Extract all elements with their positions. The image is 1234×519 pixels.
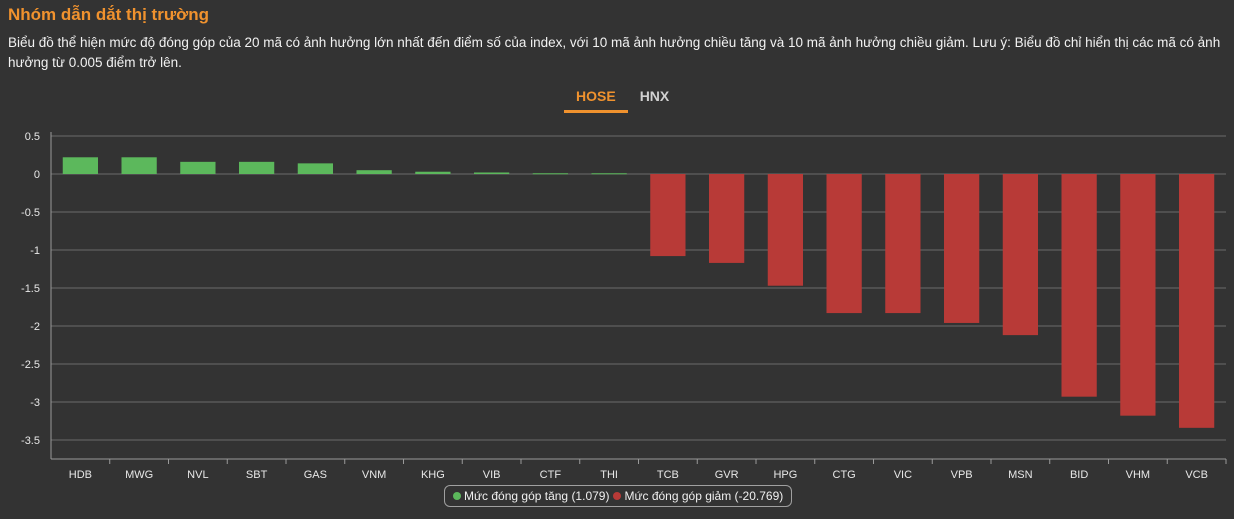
bar-hpg: [767, 174, 803, 286]
bar-chart: 0.5 0 -0.5 -1 -1.5 -2 -2.5 -3 -3.5 HDB MWG NVL SBT GA…: [21, 131, 1227, 480]
y-tick-label: -0.5: [21, 207, 40, 219]
tab-hose[interactable]: HOSE: [564, 84, 628, 113]
x-tick-label: NVL: [187, 469, 208, 480]
bar-ctg: [826, 174, 862, 314]
x-tick-label: MSN: [1008, 469, 1033, 480]
bar-tcb: [650, 174, 686, 257]
y-tick-label: -3.5: [21, 435, 40, 447]
x-tick-label: GVR: [715, 469, 739, 480]
x-tick-label: GAS: [304, 469, 327, 480]
bar-vcb: [1179, 174, 1215, 428]
bar-sbt: [239, 161, 275, 174]
x-tick-label: KHG: [421, 469, 445, 480]
chart-legend: Mức đóng góp tăng (1.079) Mức đóng góp g…: [444, 485, 793, 507]
y-tick-label: -2: [30, 321, 40, 333]
bar-thi: [591, 173, 627, 175]
x-tick-label: CTF: [540, 469, 562, 480]
legend-positive-label: Mức đóng góp tăng (1.079): [464, 489, 610, 503]
bar-mwg: [121, 157, 157, 174]
legend-negative-label: Mức đóng góp giảm (-20.769): [624, 489, 784, 503]
bar-vpb: [944, 174, 980, 323]
x-tick-label: HDB: [69, 469, 92, 480]
x-tick-label: VNM: [362, 469, 386, 480]
y-tick-label: -1: [30, 245, 40, 257]
x-tick-label: VHM: [1126, 469, 1150, 480]
bar-vic: [885, 174, 921, 314]
legend-item-positive[interactable]: Mức đóng góp tăng (1.079): [453, 489, 609, 503]
page-title: Nhóm dẫn dắt thị trường: [8, 5, 209, 24]
legend-negative-dot: [613, 492, 622, 500]
bar-vnm: [356, 170, 392, 174]
tab-hnx[interactable]: HNX: [639, 88, 670, 104]
x-tick-label: BID: [1070, 469, 1088, 480]
y-tick-label: 0: [34, 169, 40, 181]
x-tick-label: VPB: [951, 469, 973, 480]
y-tick-label: -3: [30, 397, 40, 409]
x-tick-label: MWG: [125, 469, 153, 480]
bar-hdb: [62, 157, 98, 174]
x-tick-label: VCB: [1185, 469, 1208, 480]
x-tick-label: VIB: [483, 469, 501, 480]
bar-vib: [474, 172, 510, 174]
bar-msn: [1002, 174, 1038, 336]
x-tick-label: CTG: [833, 469, 856, 480]
bar-vhm: [1120, 174, 1156, 416]
bar-gas: [297, 163, 333, 174]
x-tick-label: TCB: [657, 469, 679, 480]
x-tick-label: THI: [600, 469, 618, 480]
chart-description: Biểu đồ thể hiện mức độ đóng góp của 20 …: [8, 35, 1221, 70]
x-tick-label: VIC: [894, 469, 912, 480]
bar-ctf: [532, 173, 568, 175]
bar-bid: [1061, 174, 1097, 397]
y-tick-label: -2.5: [21, 359, 40, 371]
legend-positive-dot: [453, 492, 461, 500]
x-tick-label: HPG: [773, 469, 797, 480]
y-tick-label: 0.5: [25, 131, 40, 143]
bar-nvl: [180, 161, 216, 174]
x-tick-label: SBT: [246, 469, 268, 480]
exchange-tabs: HOSE HNX: [564, 84, 681, 113]
y-tick-label: -1.5: [21, 283, 40, 295]
bar-khg: [415, 171, 451, 174]
bar-gvr: [709, 174, 745, 263]
legend-item-negative[interactable]: Mức đóng góp giảm (-20.769): [613, 489, 783, 503]
